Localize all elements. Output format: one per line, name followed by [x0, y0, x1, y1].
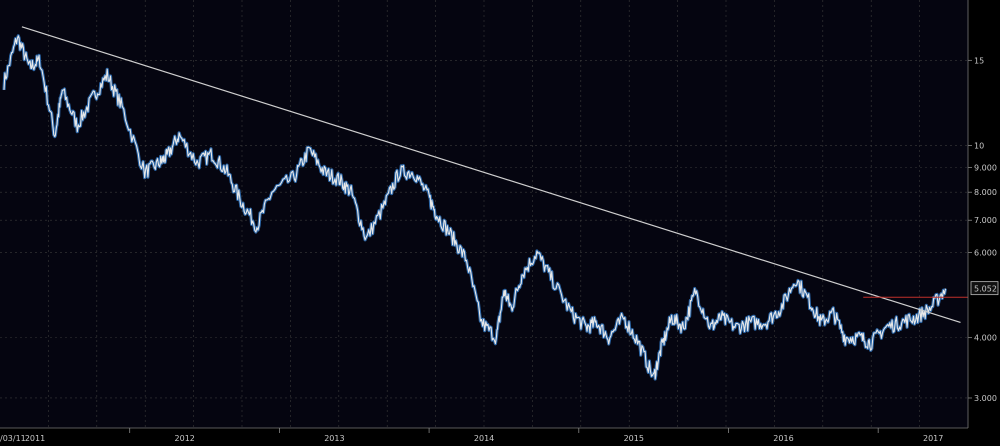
- y-tick-label: 8.000: [974, 188, 997, 197]
- x-tick-label: 2011: [25, 434, 45, 443]
- x-start-label: /03/11: [0, 434, 26, 443]
- price-line: [3, 35, 947, 380]
- x-tick-label: 2012: [175, 434, 195, 443]
- x-tick-label: 2013: [324, 434, 344, 443]
- last-value-label: 5.052: [974, 285, 997, 294]
- last-value-badge: 5.052: [970, 281, 999, 296]
- y-axis: 15 10 9.000 8.000 7.000 6.000 4.000 3.000: [967, 0, 997, 428]
- y-tick-label: 9.000: [974, 164, 997, 173]
- x-tick-label: 2015: [624, 434, 644, 443]
- resistance-trendline: [21, 26, 961, 324]
- plot-area: [0, 0, 968, 428]
- overlays: [21, 26, 968, 324]
- y-tick-label: 3.000: [974, 394, 997, 403]
- y-tick-label: 7.000: [974, 216, 997, 225]
- x-tick-label: 2017: [923, 434, 943, 443]
- y-tick-label: 15: [974, 56, 984, 65]
- grid: [0, 0, 968, 428]
- y-tick-label: 10: [974, 141, 984, 150]
- x-tick-label: 2016: [773, 434, 793, 443]
- last-value-box: [970, 281, 999, 296]
- price-series: [2, 34, 948, 381]
- y-tick-label: 4.000: [974, 334, 997, 343]
- x-axis: /03/11 2011 2012 2013 2014 2015 2016 2017: [0, 427, 968, 443]
- y-tick-label: 6.000: [974, 249, 997, 258]
- x-tick-label: 2014: [474, 434, 494, 443]
